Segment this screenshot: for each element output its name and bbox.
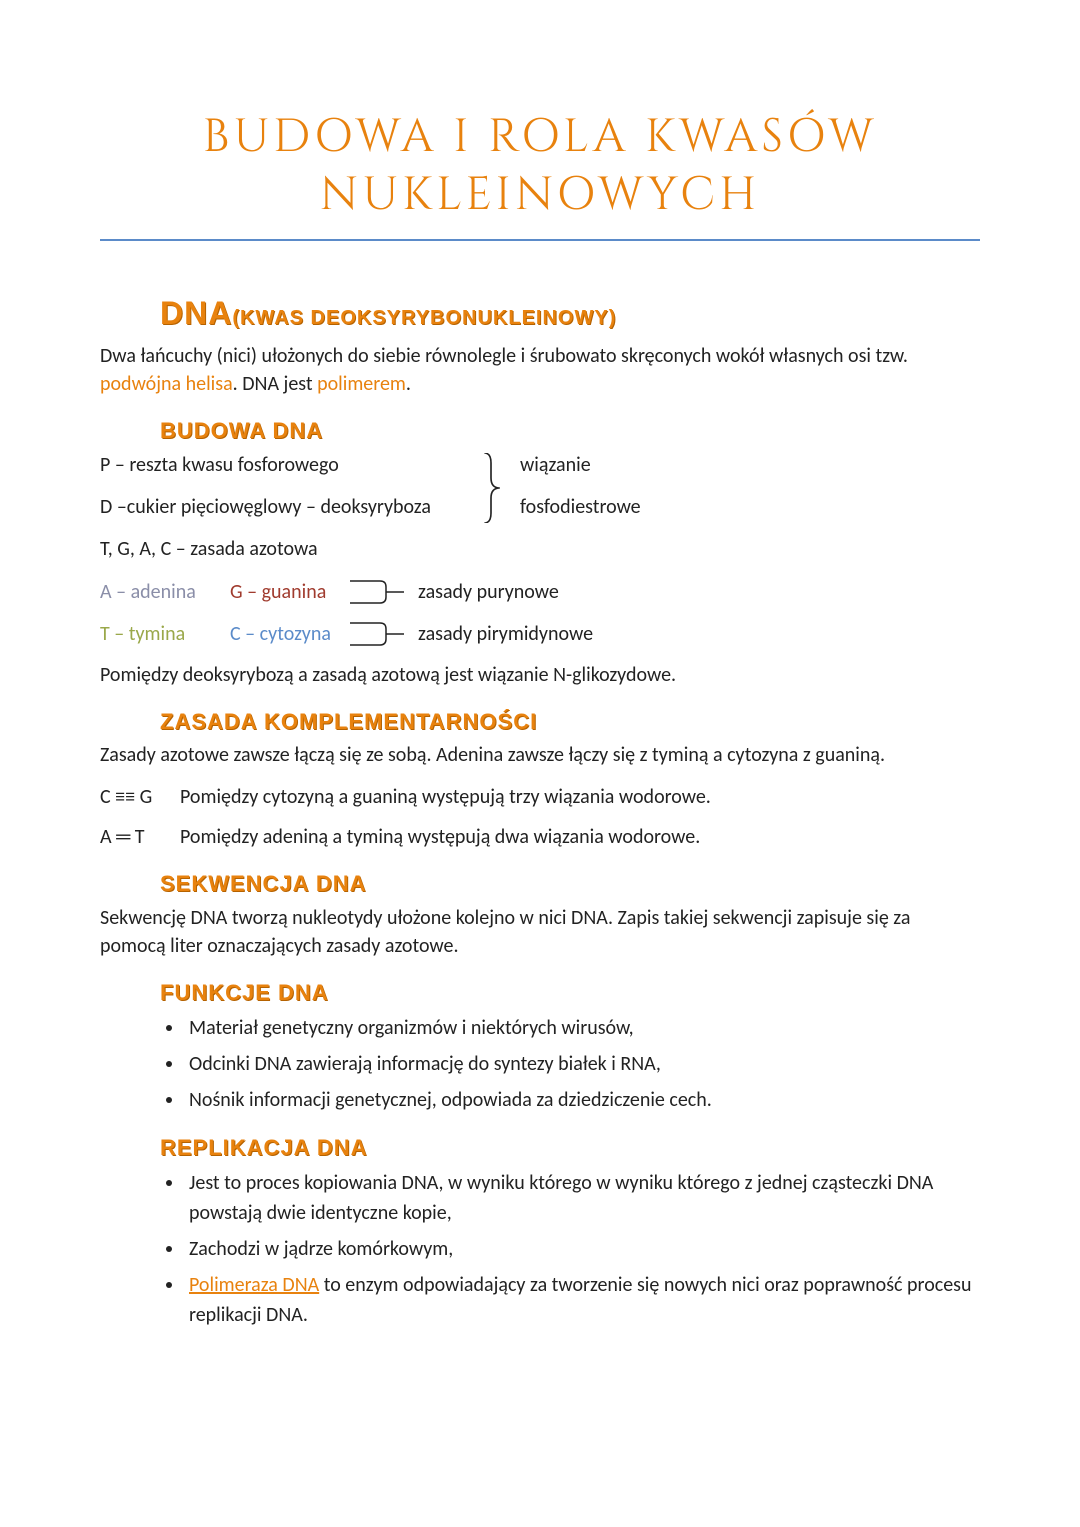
at-pair: A ═ T <box>100 823 180 851</box>
section-heading-func: FUNKCJE DNA <box>160 978 980 1009</box>
build-row-d: D –cukier pięciowęglowy – deoksyryboza <box>100 493 480 521</box>
purine-label: zasady purynowe <box>418 578 559 606</box>
section-heading-seq: SEKWENCJA DNA <box>160 869 980 900</box>
build-block: P – reszta kwasu fosforowego wiązanie D … <box>100 451 980 521</box>
term-polymer: polimerem <box>317 372 406 396</box>
func-list: Materiał genetyczny organizmów i niektór… <box>100 1013 980 1115</box>
text: . <box>406 372 411 396</box>
cg-bond-row: C ≡≡ G Pomiędzy cytozyną a guaniną wystę… <box>100 783 980 811</box>
at-text: Pomiędzy adeniną a tyminą występują dwa … <box>180 823 700 851</box>
list-item: Nośnik informacji genetycznej, odpowiada… <box>185 1085 980 1115</box>
list-item: Polimeraza DNA to enzym odpowiadający za… <box>185 1270 980 1330</box>
bond-label-1: wiązanie <box>520 451 591 479</box>
bracket-icon <box>350 577 410 607</box>
cg-pair: C ≡≡ G <box>100 783 180 811</box>
text: Dwa łańcuchy (nici) ułożonych do siebie … <box>100 344 908 368</box>
seq-text: Sekwencję DNA tworzą nukleotydy ułożone … <box>100 904 980 960</box>
pyrimidine-label: zasady pirymidynowe <box>418 620 593 648</box>
repl-list: Jest to proces kopiowania DNA, w wyniku … <box>100 1168 980 1330</box>
base-guanine: G – guanina <box>230 578 350 606</box>
cg-text: Pomiędzy cytozyną a guaniną występują tr… <box>180 783 711 811</box>
list-item: Zachodzi w jądrze komórkowym, <box>185 1234 980 1264</box>
list-item: Jest to proces kopiowania DNA, w wyniku … <box>185 1168 980 1228</box>
list-item: Materiał genetyczny organizmów i niektór… <box>185 1013 980 1043</box>
build-row-p: P – reszta kwasu fosforowego <box>100 451 480 479</box>
term-polymerase: Polimeraza DNA <box>189 1273 319 1297</box>
dna-intro: Dwa łańcuchy (nici) ułożonych do siebie … <box>100 342 980 398</box>
section-heading-repl: REPLIKACJA DNA <box>160 1133 980 1164</box>
dna-heading-sub: (KWAS DEOKSYRYBONUKLEINOWY) <box>232 307 616 329</box>
pyrimidine-row: T – tymina C – cytozyna zasady pirymidyn… <box>100 619 980 649</box>
base-cytosine: C – cytozyna <box>230 620 350 648</box>
brace-icon <box>480 453 502 523</box>
section-heading-build: BUDOWA DNA <box>160 416 980 447</box>
title-rule <box>100 239 980 241</box>
base-adenine: A – adenina <box>100 578 230 606</box>
page-title: BUDOWA I ROLA KWASÓW NUKLEINOWYCH <box>100 110 980 225</box>
list-item: Odcinki DNA zawierają informację do synt… <box>185 1049 980 1079</box>
bracket-icon <box>350 619 410 649</box>
dna-heading-big: DNA <box>160 295 232 331</box>
build-row-bases: T, G, A, C – zasada azotowa <box>100 535 980 563</box>
base-thymine: T – tymina <box>100 620 230 648</box>
n-glycosidic-text: Pomiędzy deoksyrybozą a zasadą azotową j… <box>100 661 980 689</box>
purine-row: A – adenina G – guanina zasady purynowe <box>100 577 980 607</box>
section-heading-dna: DNA(KWAS DEOKSYRYBONUKLEINOWY) <box>160 291 980 336</box>
compl-intro: Zasady azotowe zawsze łączą się ze sobą.… <box>100 741 980 769</box>
text: . DNA jest <box>233 372 317 396</box>
bond-label-2: fosfodiestrowe <box>520 493 641 521</box>
section-heading-compl: ZASADA KOMPLEMENTARNOŚCI <box>160 707 980 738</box>
term-helix: podwójna helisa <box>100 372 233 396</box>
at-bond-row: A ═ T Pomiędzy adeniną a tyminą występuj… <box>100 823 980 851</box>
